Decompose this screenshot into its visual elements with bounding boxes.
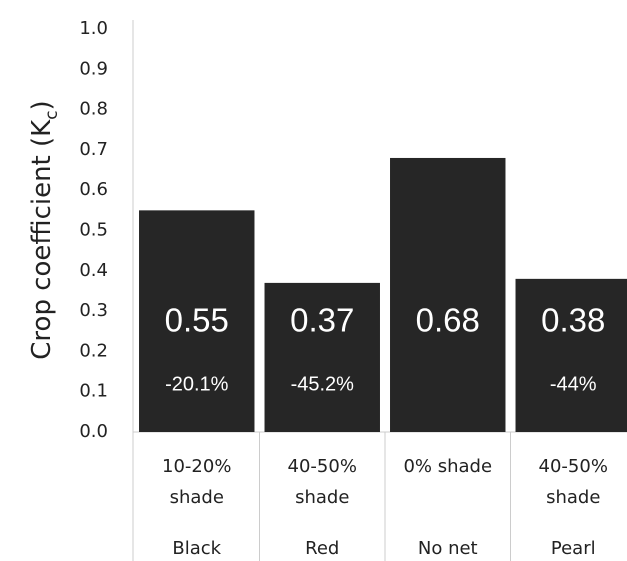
y-axis-label-sub: c — [42, 110, 62, 119]
group-label: Black — [172, 538, 221, 559]
change-label: -44% — [550, 373, 597, 395]
change-label: -20.1% — [165, 373, 229, 395]
value-label: 0.68 — [416, 302, 480, 339]
bar — [139, 210, 255, 432]
x-tick-label: 10-20% — [162, 456, 231, 477]
y-tick-label: 0.4 — [79, 260, 108, 281]
value-label: 0.55 — [165, 302, 229, 339]
y-tick-label: 0.8 — [79, 99, 108, 120]
bar — [515, 278, 627, 432]
value-label: 0.38 — [541, 302, 605, 339]
change-label: -45.2% — [291, 373, 355, 395]
x-tick-label: 40-50% — [539, 456, 608, 477]
y-tick-label: 0.1 — [79, 381, 108, 402]
x-tick-label: shade — [170, 487, 224, 508]
y-axis-label: Crop coefficient (Kc) — [27, 100, 63, 359]
x-tick-label: 0% shade — [403, 456, 492, 477]
group-label: No net — [418, 538, 478, 559]
y-tick-label: 1.0 — [79, 18, 108, 39]
group-label: Red — [305, 538, 339, 559]
x-tick-label: shade — [546, 487, 600, 508]
y-axis-label-close: ) — [27, 100, 57, 110]
y-axis-label-text: Crop coefficient (K — [27, 119, 57, 360]
value-label: 0.37 — [290, 302, 354, 339]
y-tick-label: 0.6 — [79, 179, 108, 200]
bar — [390, 157, 506, 432]
y-tick-label: 0.2 — [79, 340, 108, 361]
y-tick-label: 0.3 — [79, 300, 108, 321]
x-tick-label: shade — [295, 487, 349, 508]
bar — [264, 282, 380, 432]
y-tick-label: 0.7 — [79, 139, 108, 160]
x-tick-label: 40-50% — [288, 456, 357, 477]
y-tick-label: 0.0 — [79, 421, 108, 442]
y-tick-label: 0.5 — [79, 220, 108, 241]
y-tick-label: 0.9 — [79, 58, 108, 79]
group-label: Pearl — [551, 538, 596, 559]
